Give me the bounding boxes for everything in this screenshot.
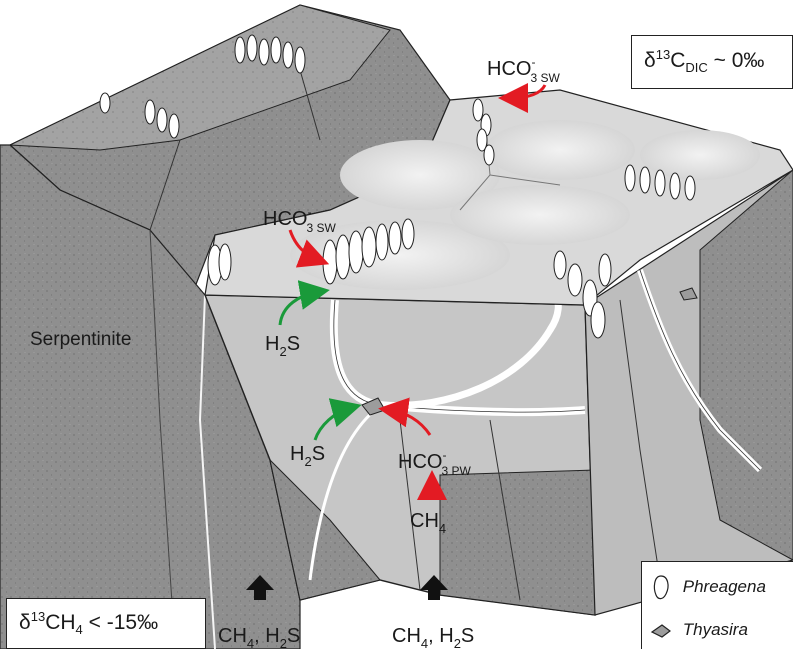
hco3-sw-top-label: HCO-3 SW xyxy=(487,55,560,85)
hco3-pw-label: HCO-3 PW xyxy=(398,448,471,478)
arrow-hco3-sw-left xyxy=(288,229,330,268)
h2s-lower-label: H2S xyxy=(290,443,325,469)
arrow-hco3-pw xyxy=(378,397,432,436)
species-legend: Phreagena Thyasira xyxy=(641,561,793,649)
legend-label-thyasira: Thyasira xyxy=(682,620,748,639)
arrow-flux-left xyxy=(246,575,274,600)
arrow-hco3-sw-top xyxy=(498,82,547,113)
dic-isotope-box: δ13CDIC ~ 0‰ xyxy=(631,35,793,89)
flux-left-label: CH4, H2S xyxy=(218,625,300,649)
ch4-label: CH4 xyxy=(410,510,446,536)
thyasira-shell-icon xyxy=(650,623,671,638)
ch4-isotope-box: δ13CH4 < -15‰ xyxy=(6,598,206,649)
arrow-h2s-upper xyxy=(278,280,330,326)
phreagena-cluster-ridge xyxy=(99,34,306,139)
right-face xyxy=(584,169,793,616)
legend-item-thyasira: Thyasira xyxy=(650,620,748,640)
serpentinite-label: Serpentinite xyxy=(30,329,131,350)
phreagena-cluster-surface xyxy=(207,98,696,339)
legend-item-phreagena: Phreagena xyxy=(650,574,766,602)
flux-right-label: CH4, H2S xyxy=(392,625,474,649)
serpentinite-face xyxy=(0,144,301,649)
phreagena-shell-icon xyxy=(653,575,669,600)
front-face xyxy=(203,294,596,616)
legend-label-phreagena: Phreagena xyxy=(682,577,766,597)
h2s-upper-label: H2S xyxy=(265,333,300,359)
hco3-sw-left-label: HCO-3 SW xyxy=(263,205,336,235)
arrow-flux-right xyxy=(420,575,448,600)
arrow-h2s-lower xyxy=(313,398,362,441)
